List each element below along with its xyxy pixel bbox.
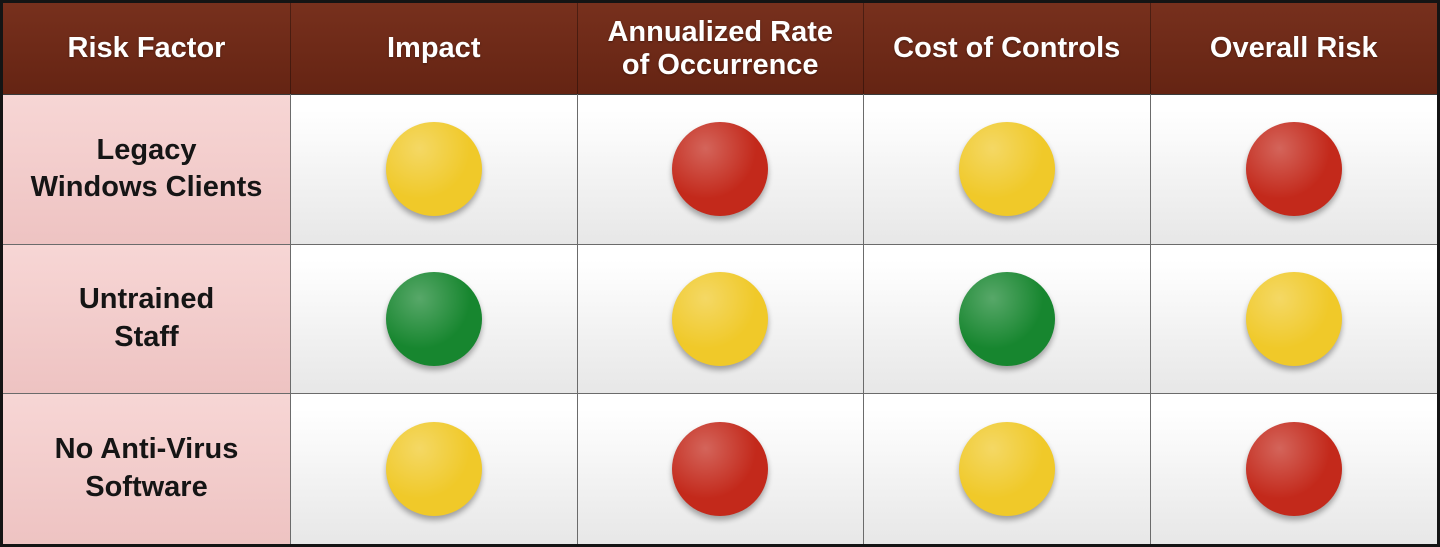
status-circle-red bbox=[672, 122, 769, 217]
status-cell bbox=[577, 394, 864, 544]
status-circle-yellow bbox=[958, 422, 1055, 517]
row-label-no-anti-virus-software: No Anti-Virus Software bbox=[3, 394, 291, 544]
row-label-legacy-windows-clients: Legacy Windows Clients bbox=[3, 95, 291, 245]
status-circle-yellow bbox=[385, 122, 482, 217]
status-cell bbox=[577, 95, 864, 245]
status-circle-green bbox=[958, 271, 1055, 366]
status-cell bbox=[1150, 394, 1437, 544]
status-cell bbox=[1150, 244, 1437, 395]
status-circle-red bbox=[672, 422, 769, 517]
status-circle-red bbox=[1245, 422, 1342, 517]
column-header-overall-risk: Overall Risk bbox=[1150, 3, 1437, 95]
status-cell bbox=[577, 244, 864, 395]
status-cell bbox=[1150, 95, 1437, 245]
column-header-cost-of-controls: Cost of Controls bbox=[864, 3, 1151, 95]
status-cell bbox=[291, 95, 578, 245]
column-header-annualized-rate: Annualized Rate of Occurrence bbox=[577, 3, 864, 95]
status-cell bbox=[864, 95, 1151, 245]
status-cell bbox=[291, 244, 578, 395]
status-circle-yellow bbox=[385, 422, 482, 517]
status-circle-yellow bbox=[1245, 271, 1342, 366]
column-header-impact: Impact bbox=[291, 3, 578, 95]
status-cell bbox=[864, 244, 1151, 395]
status-cell bbox=[291, 394, 578, 544]
status-circle-red bbox=[1245, 122, 1342, 217]
status-circle-yellow bbox=[958, 122, 1055, 217]
column-header-risk-factor: Risk Factor bbox=[3, 3, 291, 95]
status-circle-green bbox=[385, 271, 482, 366]
row-label-untrained-staff: Untrained Staff bbox=[3, 244, 291, 395]
status-cell bbox=[864, 394, 1151, 544]
status-circle-yellow bbox=[672, 271, 769, 366]
